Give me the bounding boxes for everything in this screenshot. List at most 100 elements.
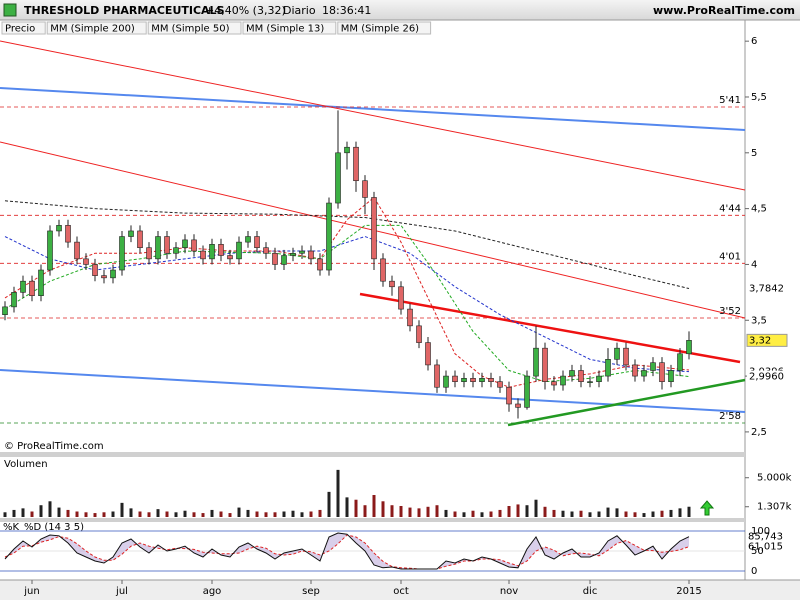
y-tick-label: 3,5 [751,315,767,326]
volume-bar [147,512,151,517]
candle-body [371,197,377,260]
volume-bar [282,511,286,517]
volume-bar [39,505,43,517]
candle-body [443,375,449,388]
candle-body [11,292,17,308]
volume-bar [264,512,268,517]
candle-body [578,370,584,382]
volume-bar [507,506,511,517]
volume-bar [336,469,340,517]
volume-bar [462,512,466,517]
volume-bar [237,507,241,517]
y-tick-label: 5.000k [757,473,792,484]
candle-body [596,375,602,382]
candle-body [92,264,98,276]
candle-body [308,250,314,260]
candle-body [434,364,440,388]
moving-average [4,200,690,290]
volume-bar [66,509,70,517]
candle-body [281,255,287,265]
candle-body [20,280,26,293]
level-label: 5'41 [719,95,741,106]
y-tick-label: 4,5 [751,204,767,215]
time: 18:36:41 [322,4,371,17]
candle-body [155,236,161,260]
header-icon [3,3,17,17]
volume-bar [435,505,439,517]
x-tick-label: ago [203,586,222,597]
volume-bar [516,504,520,517]
volume-bar [273,512,277,517]
volume-bar [111,511,115,517]
candle-body [479,378,485,382]
volume-bar [318,509,322,517]
volume-bar [138,511,142,517]
volume-bar [417,508,421,517]
candle-body [209,244,215,260]
volume-bar [57,507,61,517]
candle-body [65,225,71,243]
volume-bar [651,511,655,517]
candle-body [263,247,269,254]
volume-bar [381,501,385,517]
candle-body [632,364,638,377]
candle-body [362,180,368,198]
legend-box [46,21,147,35]
volume-bar [633,512,637,517]
volume-bar [93,513,97,517]
candle-body [299,250,305,254]
volume-bar [408,507,412,517]
candle-body [164,236,170,254]
candle-body [326,202,332,271]
candle-body [29,280,35,297]
volume-bar [201,513,205,517]
candle-body [623,347,629,366]
x-tick-label: jun [23,586,39,597]
candle-body [101,275,107,279]
legend-entry: Precio [5,24,35,35]
level-label: 4'44 [719,203,741,214]
level-label: 4'01 [719,251,741,262]
volume-bar [480,512,484,517]
period: Diario [283,4,316,17]
volume-bar [363,505,367,517]
y-tick-label: 100 [751,526,770,537]
candle-body [245,236,251,243]
volume-bar [183,510,187,517]
candle-body [389,280,395,288]
candle-body [272,252,278,265]
volume-bar [444,509,448,517]
volume-bar [390,505,394,517]
candle-body [686,340,692,355]
volume-bar [552,509,556,517]
moving-average [4,236,690,373]
header-bar [0,0,800,20]
candle-body [542,347,548,382]
stoch-d-name: %D (14 3 5) [24,522,84,533]
price-label: 3,32 [749,335,771,346]
candle-body [560,375,566,386]
volume-bar [174,512,178,517]
y-tick-label: 0 [751,566,757,577]
candle-body [425,342,431,366]
volume-bar [354,499,358,517]
candle-body [470,378,476,382]
candle-body [461,378,467,382]
volume-bar [471,510,475,517]
candle-body [677,353,683,371]
candle-body [236,241,242,260]
candle-body [47,230,53,271]
volume-bar [543,506,547,517]
legend-entry: MM (Simple 26) [341,24,419,35]
stoch-fill [5,533,689,569]
volume-bar [525,505,529,517]
candle-body [2,306,8,315]
candle-body [497,381,503,388]
x-tick-label: 2015 [676,586,701,597]
volume-bar [624,511,628,517]
candle-body [182,239,188,248]
legend-box [337,21,432,35]
volume-bar [687,506,691,517]
candle-body [614,347,620,360]
candle-body [524,375,530,408]
